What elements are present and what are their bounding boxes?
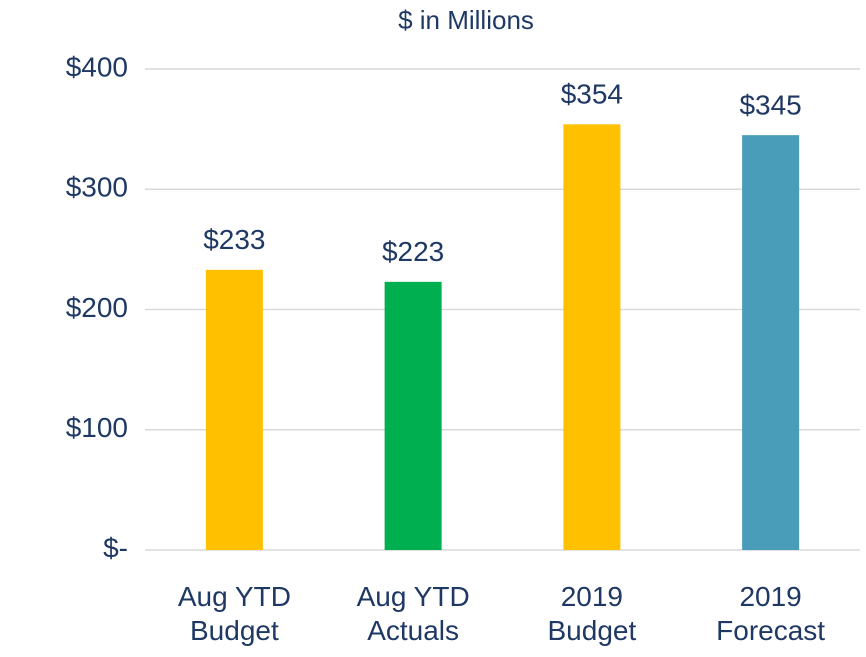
value-label: $345 [739, 90, 801, 121]
x-tick-label: Aug YTD Budget [177, 581, 291, 646]
y-tick-label: $300 [66, 172, 128, 203]
bar [563, 124, 621, 550]
value-label: $223 [382, 236, 444, 267]
bar [384, 281, 442, 550]
x-tick-label: 2019 Forecast [716, 581, 826, 646]
y-tick-label: $200 [66, 292, 128, 323]
value-label: $354 [561, 79, 623, 110]
value-label: $233 [203, 224, 265, 255]
x-tick-label: Aug YTD Actuals [356, 581, 470, 646]
bar [742, 135, 800, 550]
y-tick-label: $400 [66, 51, 128, 82]
y-tick-label: $- [103, 532, 128, 563]
bar [205, 269, 263, 550]
y-tick-label: $100 [66, 412, 128, 443]
chart-title: $ in Millions [398, 5, 534, 35]
x-tick-label: 2019 Budget [547, 581, 637, 646]
